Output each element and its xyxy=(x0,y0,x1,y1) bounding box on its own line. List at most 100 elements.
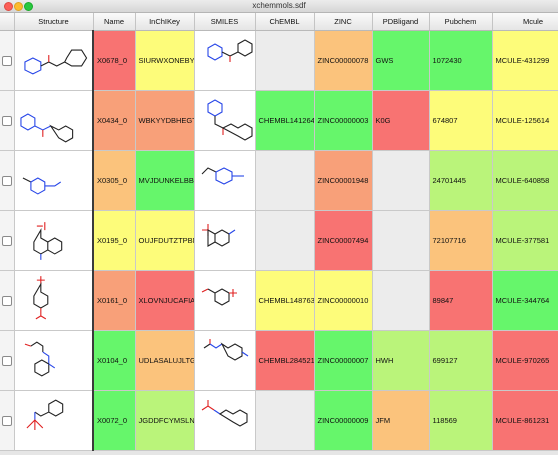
name-cell[interactable]: X0104_0 xyxy=(92,330,136,391)
column-header-smiles[interactable]: SMILES xyxy=(194,13,256,31)
pdbligand-cell[interactable]: JFM xyxy=(372,390,430,451)
name-cell[interactable]: X0678_0 xyxy=(92,30,136,91)
molecule-smiles-depiction-icon xyxy=(201,223,235,247)
smiles-cell[interactable] xyxy=(194,330,256,391)
smiles-cell[interactable] xyxy=(194,270,256,331)
pubchem-cell[interactable]: 118569 xyxy=(429,390,493,451)
chembl-cell[interactable]: CHEMBL284521 xyxy=(255,330,315,391)
inchikey-cell[interactable]: SIURWXONEBYXJ xyxy=(135,30,195,91)
molecule-2d-structure-icon xyxy=(19,112,73,142)
column-header-structure[interactable]: Structure xyxy=(14,13,94,31)
structure-cell[interactable] xyxy=(14,330,94,391)
row-checkbox[interactable] xyxy=(1,295,12,306)
zinc-cell[interactable]: ZINC00000009 xyxy=(314,390,373,451)
inchikey-cell[interactable]: UDLASALUJLTGJ xyxy=(135,330,195,391)
pdbligand-cell[interactable] xyxy=(372,150,430,211)
chembl-cell[interactable] xyxy=(255,210,315,271)
chembl-cell[interactable] xyxy=(255,150,315,211)
smiles-cell[interactable] xyxy=(194,90,256,151)
structure-cell[interactable] xyxy=(14,30,94,91)
pubchem-cell[interactable]: 699127 xyxy=(429,330,493,391)
pdbligand-cell[interactable]: HWH xyxy=(372,330,430,391)
pubchem-cell[interactable]: 674807 xyxy=(429,90,493,151)
pubchem-cell[interactable]: 89847 xyxy=(429,270,493,331)
structure-cell[interactable] xyxy=(14,150,94,211)
zinc-cell[interactable]: ZINC00000007 xyxy=(314,330,373,391)
pdbligand-cell[interactable]: GWS xyxy=(372,30,430,91)
select-column-header[interactable] xyxy=(0,13,15,31)
mcule-cell[interactable]: MCULE-344764 xyxy=(492,270,558,331)
structure-cell[interactable] xyxy=(14,90,94,151)
smiles-cell[interactable] xyxy=(194,390,256,451)
inchikey-cell[interactable]: MVJDUNKELBBN xyxy=(135,150,195,211)
row-checkbox[interactable] xyxy=(1,175,12,186)
zinc-cell[interactable]: ZINC00007494 xyxy=(314,210,373,271)
structure-cell[interactable] xyxy=(14,210,94,271)
table-row[interactable]: X0161_0 XLOVNJUCAFIA CHEMBL148763 ZINC00000… xyxy=(0,270,558,331)
row-select-cell xyxy=(0,390,15,451)
mcule-cell[interactable]: MCULE-431299 xyxy=(492,30,558,91)
row-checkbox[interactable] xyxy=(1,235,12,246)
column-header-pdbligand[interactable]: PDBligand xyxy=(372,13,430,31)
table-row[interactable]: X0434_0WBKYYDBHEGTT CHEMBL141264ZINC00000… xyxy=(0,90,558,151)
zoom-window-button[interactable] xyxy=(24,2,33,11)
mcule-cell[interactable]: MCULE-125614 xyxy=(492,90,558,151)
inchikey-cell[interactable]: WBKYYDBHEGTT xyxy=(135,90,195,151)
inchikey-cell[interactable]: XLOVNJUCAFIA xyxy=(135,270,195,331)
pdbligand-cell[interactable]: K0G xyxy=(372,90,430,151)
zinc-cell[interactable]: ZINC00001948 xyxy=(314,150,373,211)
column-header-pubchem[interactable]: Pubchem xyxy=(429,13,493,31)
table-row[interactable]: X0104_0 UDLASALUJLTGJ CHEMBL284521 ZINC0000… xyxy=(0,330,558,391)
close-window-button[interactable] xyxy=(4,2,13,11)
column-header-zinc[interactable]: ZINC xyxy=(314,13,373,31)
minimize-window-button[interactable] xyxy=(14,2,23,11)
zinc-cell[interactable]: ZINC00000010 xyxy=(314,270,373,331)
row-checkbox[interactable] xyxy=(1,115,12,126)
name-cell[interactable]: X0305_0 xyxy=(92,150,136,211)
smiles-cell[interactable] xyxy=(194,210,256,271)
molecule-smiles-depiction-icon xyxy=(201,166,244,185)
column-header-chembl[interactable]: ChEMBL xyxy=(255,13,315,31)
mcule-cell[interactable]: MCULE-861231 xyxy=(492,390,558,451)
zinc-cell[interactable]: ZINC00000078 xyxy=(314,30,373,91)
row-checkbox[interactable] xyxy=(1,415,12,426)
name-cell[interactable]: X0161_0 xyxy=(92,270,136,331)
smiles-cell[interactable] xyxy=(194,30,256,91)
mcule-cell[interactable]: MCULE-640858 xyxy=(492,150,558,211)
inchikey-cell[interactable]: JGDDFCYMSLNO xyxy=(135,390,195,451)
column-header-name[interactable]: Name xyxy=(93,13,136,31)
mcule-cell[interactable]: MCULE-970265 xyxy=(492,330,558,391)
chembl-cell[interactable] xyxy=(255,390,315,451)
pdbligand-cell[interactable] xyxy=(372,210,430,271)
pubchem-cell[interactable]: 24701445 xyxy=(429,150,493,211)
molecule-smiles-depiction-icon xyxy=(201,399,248,427)
column-header-mcule[interactable]: Mcule xyxy=(492,13,558,31)
mcule-cell[interactable]: MCULE-377581 xyxy=(492,210,558,271)
column-header-inchikey[interactable]: InChIKey xyxy=(135,13,195,31)
pubchem-cell[interactable]: 72107716 xyxy=(429,210,493,271)
name-cell[interactable]: X0072_0 xyxy=(92,390,136,451)
molecule-table-scroll[interactable]: Structure Name InChIKey SMILES ChEMBL ZI… xyxy=(0,13,558,455)
row-checkbox[interactable] xyxy=(1,355,12,366)
name-cell[interactable]: X0434_0 xyxy=(92,90,136,151)
molecule-smiles-depiction-icon xyxy=(201,287,237,306)
table-row[interactable]: X0678_0SIURWXONEBYXJ ZINC00000078GWS10724… xyxy=(0,30,558,91)
structure-cell[interactable] xyxy=(14,390,94,451)
header-row: Structure Name InChIKey SMILES ChEMBL ZI… xyxy=(0,13,558,31)
molecule-2d-structure-icon xyxy=(24,340,55,377)
pubchem-cell[interactable]: 1072430 xyxy=(429,30,493,91)
table-row[interactable]: X0195_0 OUJFDUTZTPBM ZINC00007494 72107716 M… xyxy=(0,210,558,271)
table-row[interactable]: X0305_0 MVJDUNKELBBN ZINC00001948 24701445 M… xyxy=(0,150,558,211)
chembl-cell[interactable] xyxy=(255,30,315,91)
smiles-cell[interactable] xyxy=(194,150,256,211)
zinc-cell[interactable]: ZINC00000003 xyxy=(314,90,373,151)
inchikey-cell[interactable]: OUJFDUTZTPBM xyxy=(135,210,195,271)
structure-cell[interactable] xyxy=(14,270,94,331)
title-bar: xchemmols.sdf xyxy=(0,0,558,13)
name-cell[interactable]: X0195_0 xyxy=(92,210,136,271)
table-row[interactable]: X0072_0JGDDFCYMSLNO ZINC00000009JFM118569… xyxy=(0,390,558,451)
pdbligand-cell[interactable] xyxy=(372,270,430,331)
chembl-cell[interactable]: CHEMBL141264 xyxy=(255,90,315,151)
row-checkbox[interactable] xyxy=(1,55,12,66)
chembl-cell[interactable]: CHEMBL148763 xyxy=(255,270,315,331)
